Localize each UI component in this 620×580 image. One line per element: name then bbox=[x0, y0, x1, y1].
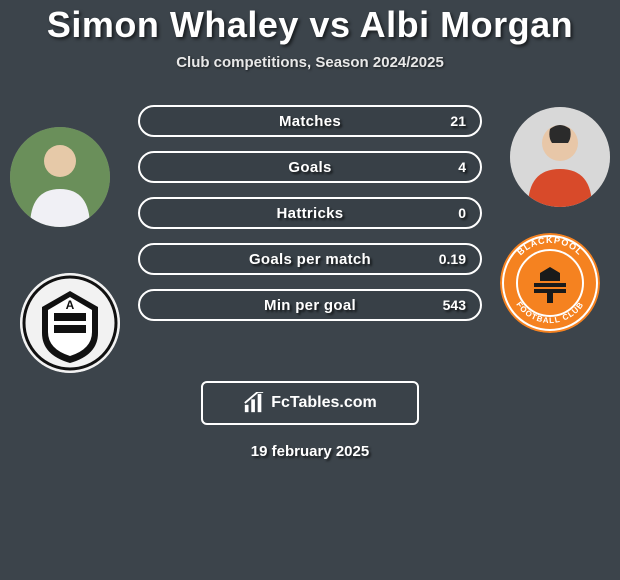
player-left-avatar bbox=[10, 127, 110, 227]
club-right-badge: BLACKPOOL FOOTBALL CLUB bbox=[500, 233, 600, 333]
stat-bar: Goals 4 bbox=[138, 151, 482, 183]
stat-label: Hattricks bbox=[277, 205, 344, 222]
fctables-logo: FcTables.com bbox=[201, 381, 419, 425]
bar-chart-icon bbox=[243, 392, 265, 414]
stat-label: Goals bbox=[288, 159, 331, 176]
stats-bars: Matches 21 Goals 4 Hattricks 0 Goals per match… bbox=[138, 105, 482, 335]
club-left-badge: A bbox=[20, 273, 120, 373]
comparison-area: A BLACKPOOL FOOTBALL CLUB bbox=[0, 99, 620, 359]
stat-bar: Min per goal 543 bbox=[138, 289, 482, 321]
stat-value: 0 bbox=[458, 205, 466, 221]
stat-label: Goals per match bbox=[249, 251, 371, 268]
logo-text: FcTables.com bbox=[271, 394, 377, 412]
page-title: Simon Whaley vs Albi Morgan bbox=[0, 4, 620, 46]
stat-bar: Hattricks 0 bbox=[138, 197, 482, 229]
stat-value: 0.19 bbox=[439, 251, 466, 267]
stat-bar: Goals per match 0.19 bbox=[138, 243, 482, 275]
stat-label: Min per goal bbox=[264, 297, 356, 314]
stat-value: 543 bbox=[443, 297, 466, 313]
stat-value: 4 bbox=[458, 159, 466, 175]
subtitle: Club competitions, Season 2024/2025 bbox=[0, 54, 620, 71]
date-text: 19 february 2025 bbox=[0, 443, 620, 460]
stat-bar: Matches 21 bbox=[138, 105, 482, 137]
stat-label: Matches bbox=[279, 113, 341, 130]
player-right-avatar bbox=[510, 107, 610, 207]
stat-value: 21 bbox=[450, 113, 466, 129]
svg-text:A: A bbox=[66, 298, 75, 312]
